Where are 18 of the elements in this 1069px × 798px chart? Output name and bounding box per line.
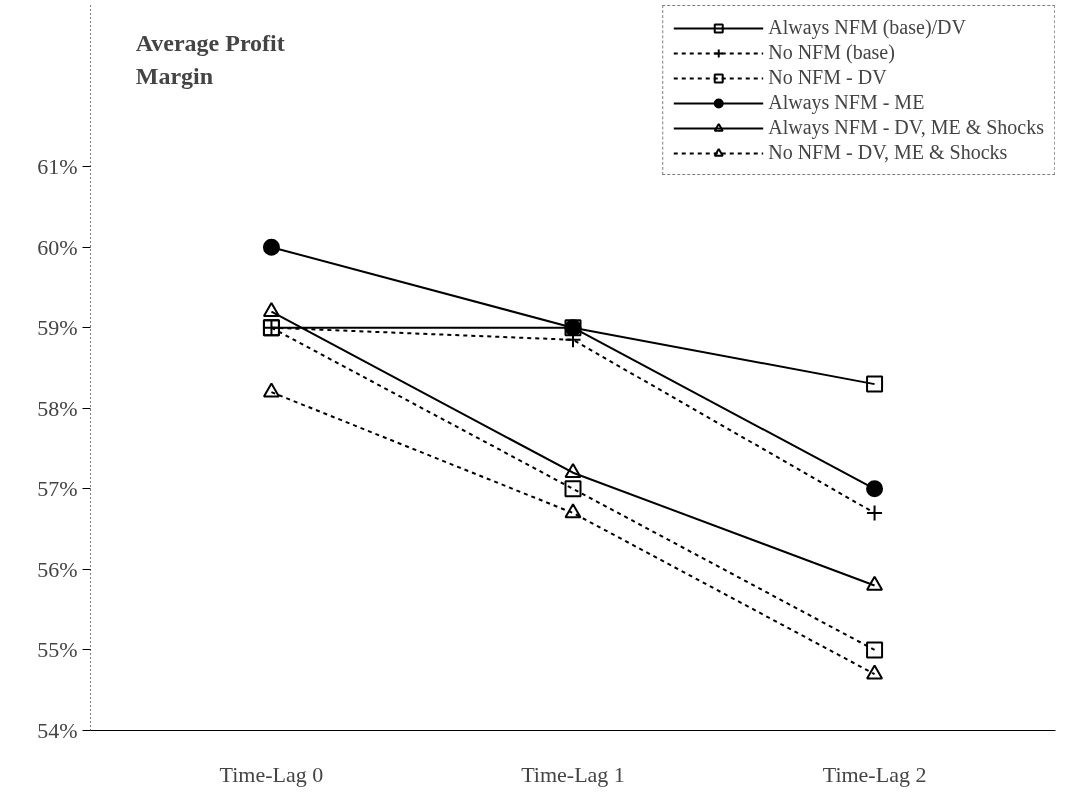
- legend-label: No NFM - DV: [768, 66, 887, 89]
- legend-label: Always NFM - DV, ME & Shocks: [768, 116, 1044, 139]
- legend-label: No NFM - DV, ME & Shocks: [768, 141, 1008, 164]
- y-tick-label: 56%: [37, 556, 78, 582]
- y-tick-label: 59%: [37, 315, 78, 341]
- legend-label: No NFM (base): [768, 41, 895, 64]
- y-tick-label: 58%: [37, 395, 78, 421]
- text: Average Profit Margin: [135, 29, 285, 90]
- x-tick-label: Time-Lag 0: [219, 761, 324, 787]
- x-tick-label: Time-Lag 1: [521, 761, 625, 787]
- y-tick-label: 60%: [37, 234, 78, 260]
- legend-label: Always NFM - ME: [768, 91, 925, 114]
- legend-label: Always NFM (base)/DV: [768, 16, 966, 39]
- y-tick-label: 54%: [37, 718, 78, 743]
- y-tick-label: 57%: [37, 476, 78, 502]
- y-tick-label: 61%: [37, 154, 78, 180]
- y-tick-label: 55%: [37, 637, 78, 663]
- x-tick-label: Time-Lag 2: [822, 761, 927, 787]
